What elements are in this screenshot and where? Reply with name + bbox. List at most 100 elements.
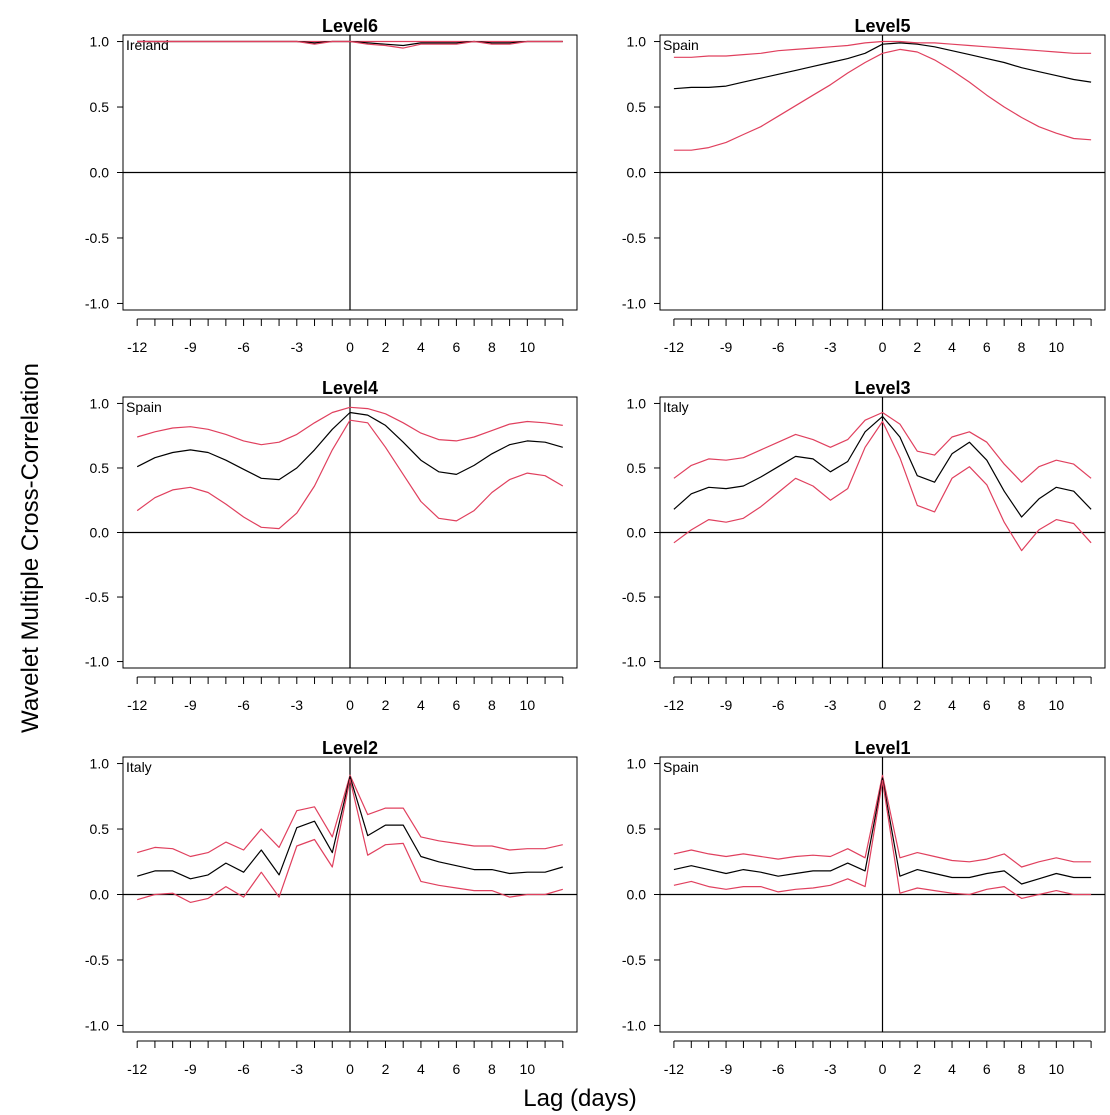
x-tick-label: -12 (664, 697, 684, 713)
x-tick-label: 6 (453, 339, 461, 355)
panel-title: Level6 (322, 16, 378, 36)
y-tick-label: 1.0 (90, 756, 110, 772)
x-tick-label: 6 (983, 697, 991, 713)
y-tick-label: 0.0 (90, 165, 110, 181)
x-tick-label: 0 (879, 339, 887, 355)
country-annotation: Spain (126, 399, 162, 415)
x-tick-label: 8 (488, 697, 496, 713)
y-tick-label: 0.0 (90, 887, 110, 903)
y-tick-label: -0.5 (622, 230, 646, 246)
x-tick-label: 0 (879, 697, 887, 713)
y-tick-label: -1.0 (622, 1017, 646, 1033)
series-line-lower (673, 420, 1092, 552)
y-tick-label: 0.0 (627, 525, 647, 541)
series-line-lower (137, 40, 563, 49)
series-line-estimate (673, 415, 1092, 518)
series-line-estimate (673, 42, 1092, 90)
x-tick-label: -12 (664, 1061, 684, 1077)
x-tick-label: 8 (488, 339, 496, 355)
x-tick-label: 4 (948, 697, 956, 713)
x-tick-label: 0 (346, 339, 354, 355)
country-annotation: Italy (663, 399, 689, 415)
series-line-upper (673, 40, 1092, 58)
x-tick-label: 4 (417, 339, 425, 355)
y-axis-label: Wavelet Multiple Cross-Correlation (17, 363, 44, 733)
series-line-estimate (137, 775, 563, 880)
panel-title: Level2 (322, 738, 378, 758)
series-line-upper (137, 774, 563, 858)
panel-level6: -1.0 -0.5 0.0 0.5 1.0 -12 -9 -6 -3 0 2 4 6 8 10 Level6 I… (85, 16, 578, 355)
x-tick-label: -9 (184, 1061, 197, 1077)
x-tick-label: 10 (520, 339, 536, 355)
y-tick-label: 1.0 (90, 34, 110, 50)
x-tick-label: 6 (453, 697, 461, 713)
series-line-lower (137, 778, 563, 904)
panel-title: Level3 (854, 378, 910, 398)
x-tick-label: -3 (291, 1061, 304, 1077)
y-tick-label: -0.5 (85, 230, 109, 246)
series-line-lower (673, 48, 1092, 151)
x-tick-label: 6 (983, 1061, 991, 1077)
x-tick-label: -3 (824, 339, 837, 355)
x-tick-label: 8 (1018, 697, 1026, 713)
x-tick-label: 8 (1018, 1061, 1026, 1077)
x-tick-label: -3 (291, 697, 304, 713)
x-tick-label: 8 (488, 1061, 496, 1077)
x-tick-label: -12 (127, 1061, 147, 1077)
series-line-lower (136, 419, 564, 530)
y-tick-label: 1.0 (627, 756, 647, 772)
x-tick-label: -3 (291, 339, 304, 355)
y-tick-label: 0.5 (90, 99, 110, 115)
x-tick-label: 0 (346, 1061, 354, 1077)
y-tick-label: 0.5 (627, 99, 647, 115)
y-tick-label: 1.0 (627, 34, 647, 50)
x-tick-label: -3 (824, 1061, 837, 1077)
panel-title: Level1 (854, 738, 910, 758)
x-tick-label: -9 (184, 339, 197, 355)
series-line-upper (673, 774, 1092, 868)
x-tick-label: -3 (824, 697, 837, 713)
country-annotation: Italy (126, 759, 152, 775)
x-tick-label: 2 (382, 1061, 390, 1077)
x-tick-label: 10 (1049, 697, 1065, 713)
x-tick-label: 10 (1049, 1061, 1065, 1077)
y-tick-label: 0.5 (627, 821, 647, 837)
panel-title: Level5 (854, 16, 910, 36)
y-tick-label: 0.0 (90, 525, 110, 541)
y-tick-label: 0.0 (627, 887, 647, 903)
x-tick-label: 2 (382, 339, 390, 355)
x-tick-label: -6 (237, 1061, 250, 1077)
x-tick-label: 10 (520, 697, 536, 713)
y-tick-label: -1.0 (85, 1017, 109, 1033)
x-tick-label: -12 (127, 697, 147, 713)
x-tick-label: 6 (983, 339, 991, 355)
y-tick-label: 0.5 (90, 460, 110, 476)
panel-level4: -1.0 -0.5 0.0 0.5 1.0 -12 -9 -6 -3 0 2 4 6 8 10 Level4 S… (85, 378, 578, 713)
x-tick-label: 6 (453, 1061, 461, 1077)
x-tick-label: -6 (772, 697, 785, 713)
x-tick-label: 0 (879, 1061, 887, 1077)
x-tick-label: -12 (127, 339, 147, 355)
x-tick-label: 8 (1018, 339, 1026, 355)
x-tick-label: 10 (520, 1061, 536, 1077)
y-tick-label: -0.5 (85, 589, 109, 605)
panel-title: Level4 (322, 378, 378, 398)
y-tick-label: 1.0 (627, 395, 647, 411)
series-line-upper (673, 411, 1092, 483)
x-axis-label: Lag (days) (523, 1085, 636, 1112)
y-tick-label: -0.5 (622, 952, 646, 968)
y-tick-label: -1.0 (622, 654, 646, 670)
x-tick-label: -6 (237, 339, 250, 355)
country-annotation: Spain (663, 37, 699, 53)
y-tick-label: 0.5 (627, 460, 647, 476)
x-tick-label: 4 (417, 1061, 425, 1077)
panel-level1: -1.0 -0.5 0.0 0.5 1.0 -12 -9 -6 -3 0 2 4 6 8 10 Level1 S… (622, 738, 1106, 1077)
series-line-lower (673, 779, 1092, 900)
x-tick-label: -9 (720, 697, 733, 713)
y-tick-label: -0.5 (85, 952, 109, 968)
x-tick-label: -9 (720, 339, 733, 355)
y-tick-label: -0.5 (622, 589, 646, 605)
y-tick-label: -1.0 (85, 295, 109, 311)
series-line-estimate (136, 411, 563, 481)
